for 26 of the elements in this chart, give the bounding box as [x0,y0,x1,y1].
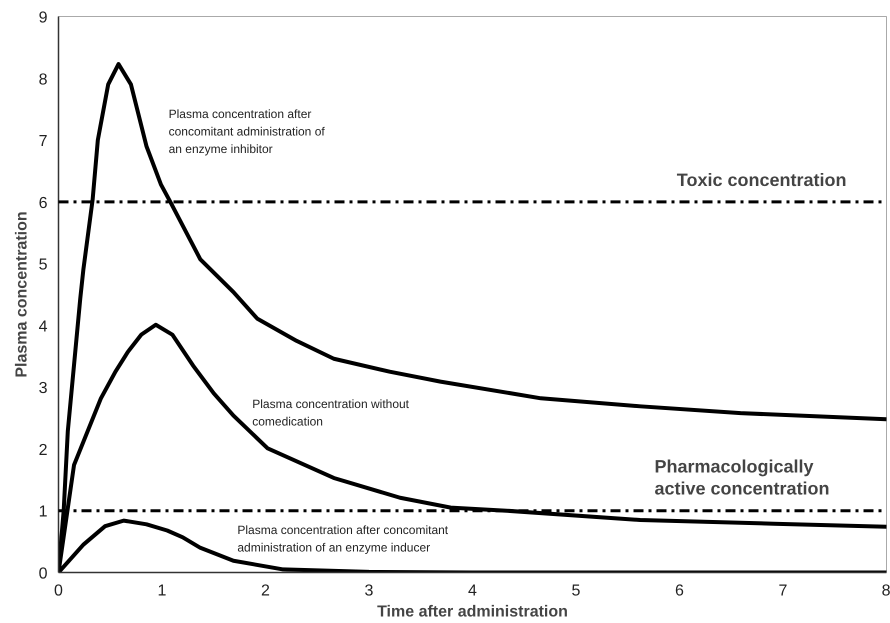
y-tick-label: 9 [38,10,48,26]
x-tick-label: 3 [364,582,374,600]
annotation: Plasma concentration after concomitant administration of an enzyme inhibitor [168,107,326,156]
annotation: Plasma concentration after concomitant administration of an enzyme inducer [237,523,449,555]
ref-line-label: Toxic concentration [676,170,847,190]
x-tick-label: 6 [675,582,684,600]
y-tick-label: 0 [38,566,48,582]
y-tick-label: 1 [38,504,48,521]
x-tick-label: 1 [158,582,167,600]
annotation: Plasma concentration without comedication [252,396,410,428]
x-tick-label: 7 [778,582,788,600]
y-tick-label: 5 [38,256,48,274]
x-tick-label: 0 [54,582,64,600]
y-tick-label: 6 [38,194,48,212]
x-tick-label: 5 [572,582,581,600]
x-tick-label: 8 [882,582,890,600]
y-tick-label: 7 [38,133,48,150]
y-axis-title: Plasma concentration [14,211,31,378]
ref-line-label: Pharmacologically active concentration [654,456,830,499]
x-tick-label: 4 [468,582,478,600]
y-tick-label: 2 [38,442,48,459]
x-tick-label: 2 [261,582,270,600]
y-tick-label: 8 [38,71,48,88]
y-tick-label: 4 [38,318,48,336]
y-tick-label: 3 [38,380,48,398]
x-axis-title: Time after administration [377,604,568,620]
